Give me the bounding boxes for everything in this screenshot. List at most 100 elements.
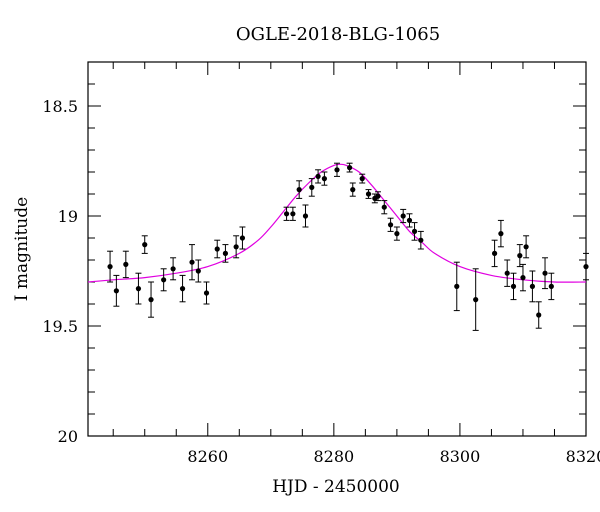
data-point (374, 191, 381, 202)
data-point (519, 263, 526, 292)
point-marker (347, 165, 353, 171)
point-marker (309, 184, 315, 190)
point-marker (529, 283, 536, 289)
data-point (406, 213, 413, 228)
tick-labels: 8260 8280 8300 8320 18.5 19 19.5 20 (42, 97, 600, 466)
point-marker (148, 297, 154, 303)
point-marker (113, 288, 119, 294)
data-point (148, 281, 155, 318)
point-marker (517, 253, 523, 259)
point-marker (542, 270, 548, 276)
point-marker (400, 213, 406, 219)
data-point (239, 226, 246, 250)
x-tick-label: 8300 (440, 447, 481, 466)
data-point (308, 178, 315, 197)
point-marker (142, 242, 148, 248)
data-point (233, 235, 240, 259)
point-marker (135, 286, 142, 292)
point-marker (315, 173, 321, 179)
data-point (283, 206, 290, 221)
data-point (381, 200, 388, 215)
data-point (542, 257, 549, 290)
point-marker (498, 231, 504, 237)
data-point (302, 204, 309, 228)
y-axis-label: I magnitude (12, 197, 32, 301)
point-marker (387, 222, 394, 228)
x-tick-label: 8320 (566, 447, 600, 466)
point-marker (107, 264, 113, 270)
point-marker (283, 211, 290, 217)
point-marker (375, 193, 381, 199)
model-curve (87, 163, 587, 283)
data-point (315, 169, 322, 184)
data-point (504, 259, 511, 287)
point-marker (233, 244, 239, 250)
data-point (453, 261, 460, 312)
point-marker (239, 235, 246, 241)
point-marker (222, 250, 229, 256)
x-tick-label: 8280 (313, 447, 354, 466)
data-point (321, 171, 328, 186)
x-tick-label: 8260 (187, 447, 228, 466)
data-point (203, 281, 210, 305)
point-marker (536, 312, 542, 318)
data-point (135, 272, 142, 305)
point-marker (321, 176, 327, 182)
point-marker (394, 231, 400, 237)
point-marker (406, 217, 413, 223)
point-marker (473, 297, 479, 303)
data-point (296, 180, 303, 199)
point-marker (179, 286, 186, 292)
point-marker (334, 167, 340, 173)
point-marker (365, 191, 372, 197)
data-point (289, 206, 296, 221)
point-marker (296, 187, 302, 193)
data-point (535, 301, 542, 329)
y-tick-label: 19 (58, 207, 78, 226)
point-marker (548, 283, 554, 289)
data-point (417, 230, 424, 250)
data-point (195, 259, 202, 283)
y-tick-label: 20 (58, 427, 78, 446)
data-point (583, 252, 589, 281)
axis-ticks (88, 61, 587, 437)
data-point (516, 244, 523, 268)
point-marker (411, 228, 418, 234)
data-point (387, 217, 394, 232)
point-marker (523, 244, 529, 250)
point-marker (214, 246, 220, 252)
y-tick-label: 18.5 (42, 97, 78, 116)
point-marker (161, 277, 167, 283)
chart-title: OGLE-2018-BLG-1065 (236, 24, 440, 45)
data-point (472, 268, 479, 331)
point-marker (359, 176, 365, 182)
data-point (334, 162, 340, 177)
data-point (170, 257, 177, 281)
point-marker (203, 290, 210, 296)
data-point (141, 235, 148, 254)
point-marker (189, 259, 195, 265)
point-marker (491, 250, 498, 256)
point-marker (454, 283, 460, 289)
point-marker (381, 204, 387, 210)
point-marker (123, 261, 129, 267)
point-marker (504, 270, 510, 276)
data-point (411, 222, 418, 241)
point-marker (195, 268, 201, 274)
data-point (523, 235, 530, 259)
data-point (346, 162, 353, 173)
data-point (189, 244, 196, 281)
data-point (393, 226, 400, 241)
data-point (548, 272, 555, 301)
y-tick-label: 19.5 (42, 317, 78, 336)
data-point (160, 268, 167, 292)
point-marker (520, 275, 526, 281)
data-point (491, 239, 498, 268)
point-marker (583, 264, 589, 270)
plot-frame (87, 61, 587, 437)
point-marker (510, 283, 517, 289)
point-marker (350, 187, 356, 193)
data-point (365, 189, 372, 199)
model-layer (87, 163, 587, 283)
